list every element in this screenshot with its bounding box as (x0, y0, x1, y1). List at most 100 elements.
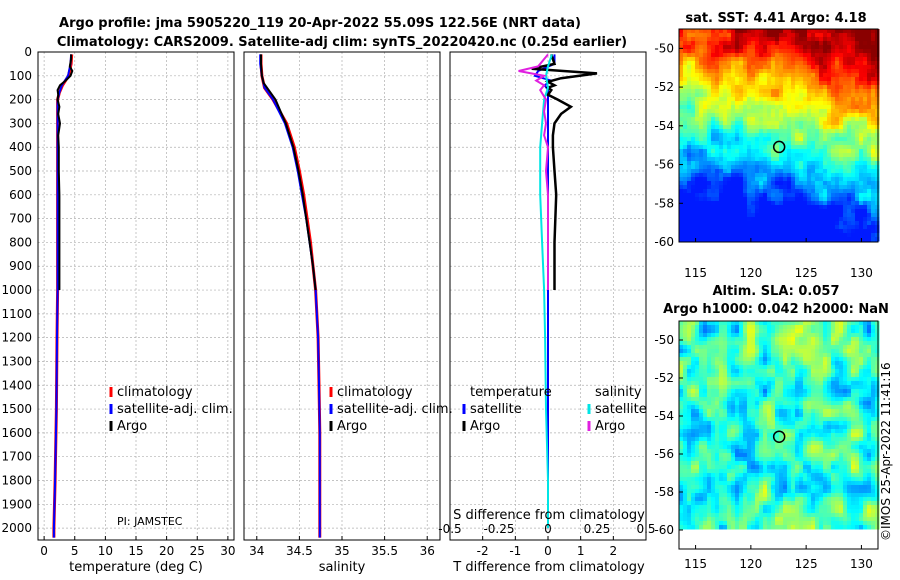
map-cell (735, 337, 740, 342)
map-cell (687, 369, 692, 374)
map-cell (743, 481, 748, 486)
map-cell (751, 69, 756, 74)
map-cell (727, 181, 732, 186)
map-cell (695, 369, 700, 374)
map-cell (771, 29, 776, 34)
map-cell (735, 73, 740, 78)
map-cell (711, 149, 716, 154)
map-cell (775, 169, 780, 174)
map-cell (767, 61, 772, 66)
map-cell (819, 349, 824, 354)
map-cell (791, 49, 796, 54)
map-cell (815, 161, 820, 166)
map-cell (759, 197, 764, 202)
map-cell (851, 389, 856, 394)
map-cell (755, 53, 760, 58)
map-cell (827, 485, 832, 490)
map-cell (799, 433, 804, 438)
map-cell (795, 205, 800, 210)
map-cell (731, 345, 736, 350)
map-cell (847, 33, 852, 38)
map-cell (867, 425, 872, 430)
map-cell (791, 465, 796, 470)
map-cell (819, 161, 824, 166)
map-cell (783, 85, 788, 90)
map-cell (755, 105, 760, 110)
map-cell (763, 401, 768, 406)
map-cell (763, 369, 768, 374)
map-cell (739, 53, 744, 58)
map-cell (703, 321, 708, 326)
map-cell (751, 165, 756, 170)
map-cell (719, 53, 724, 58)
map-cell (791, 461, 796, 466)
map-cell (723, 477, 728, 482)
map-cell (839, 453, 844, 458)
map-cell (695, 329, 700, 334)
map-cell (871, 157, 876, 162)
map-cell (787, 333, 792, 338)
map-cell (795, 429, 800, 434)
map-cell (759, 37, 764, 42)
map-cell (795, 145, 800, 150)
map-cell (703, 357, 708, 362)
map-cell (819, 173, 824, 178)
map-cell (719, 41, 724, 46)
map-cell (711, 153, 716, 158)
map-cell (723, 445, 728, 450)
map-cell (819, 357, 824, 362)
map-cell (719, 153, 724, 158)
map-cell (759, 393, 764, 398)
map-cell (859, 77, 864, 82)
map-cell (851, 145, 856, 150)
map-cell (691, 181, 696, 186)
map-cell (839, 121, 844, 126)
y-tick-label: 900 (9, 259, 32, 273)
map-cell (723, 425, 728, 430)
map-cell (871, 65, 876, 70)
map-cell (747, 437, 752, 442)
map-cell (703, 409, 708, 414)
map-cell (843, 329, 848, 334)
map-cell (743, 101, 748, 106)
map-cell (835, 173, 840, 178)
map-cell (783, 461, 788, 466)
map-cell (691, 413, 696, 418)
map-cell (843, 89, 848, 94)
map-cell (723, 361, 728, 366)
map-cell (723, 217, 728, 222)
map-cell (735, 361, 740, 366)
map-cell (687, 133, 692, 138)
map-cell (799, 181, 804, 186)
map-cell (703, 37, 708, 42)
map-cell (715, 197, 720, 202)
map-cell (831, 61, 836, 66)
map-cell (799, 417, 804, 422)
map-cell (803, 105, 808, 110)
map-cell (823, 217, 828, 222)
map-cell (851, 421, 856, 426)
map-cell (703, 341, 708, 346)
map-cell (871, 161, 876, 166)
map-cell (871, 353, 876, 358)
map-cell (763, 469, 768, 474)
map-cell (703, 121, 708, 126)
map-cell (703, 401, 708, 406)
map-cell (855, 113, 860, 118)
map-cell (751, 85, 756, 90)
map-cell (811, 401, 816, 406)
map-cell (699, 69, 704, 74)
map-cell (875, 481, 880, 486)
map-cell (799, 485, 804, 490)
map-cell (687, 149, 692, 154)
map-cell (831, 113, 836, 118)
map-cell (863, 125, 868, 130)
map-cell (835, 385, 840, 390)
map-cell (763, 145, 768, 150)
map-cell (727, 397, 732, 402)
map-cell (783, 185, 788, 190)
map-cell (807, 353, 812, 358)
map-cell (791, 141, 796, 146)
map-cell (831, 453, 836, 458)
map-cell (703, 425, 708, 430)
